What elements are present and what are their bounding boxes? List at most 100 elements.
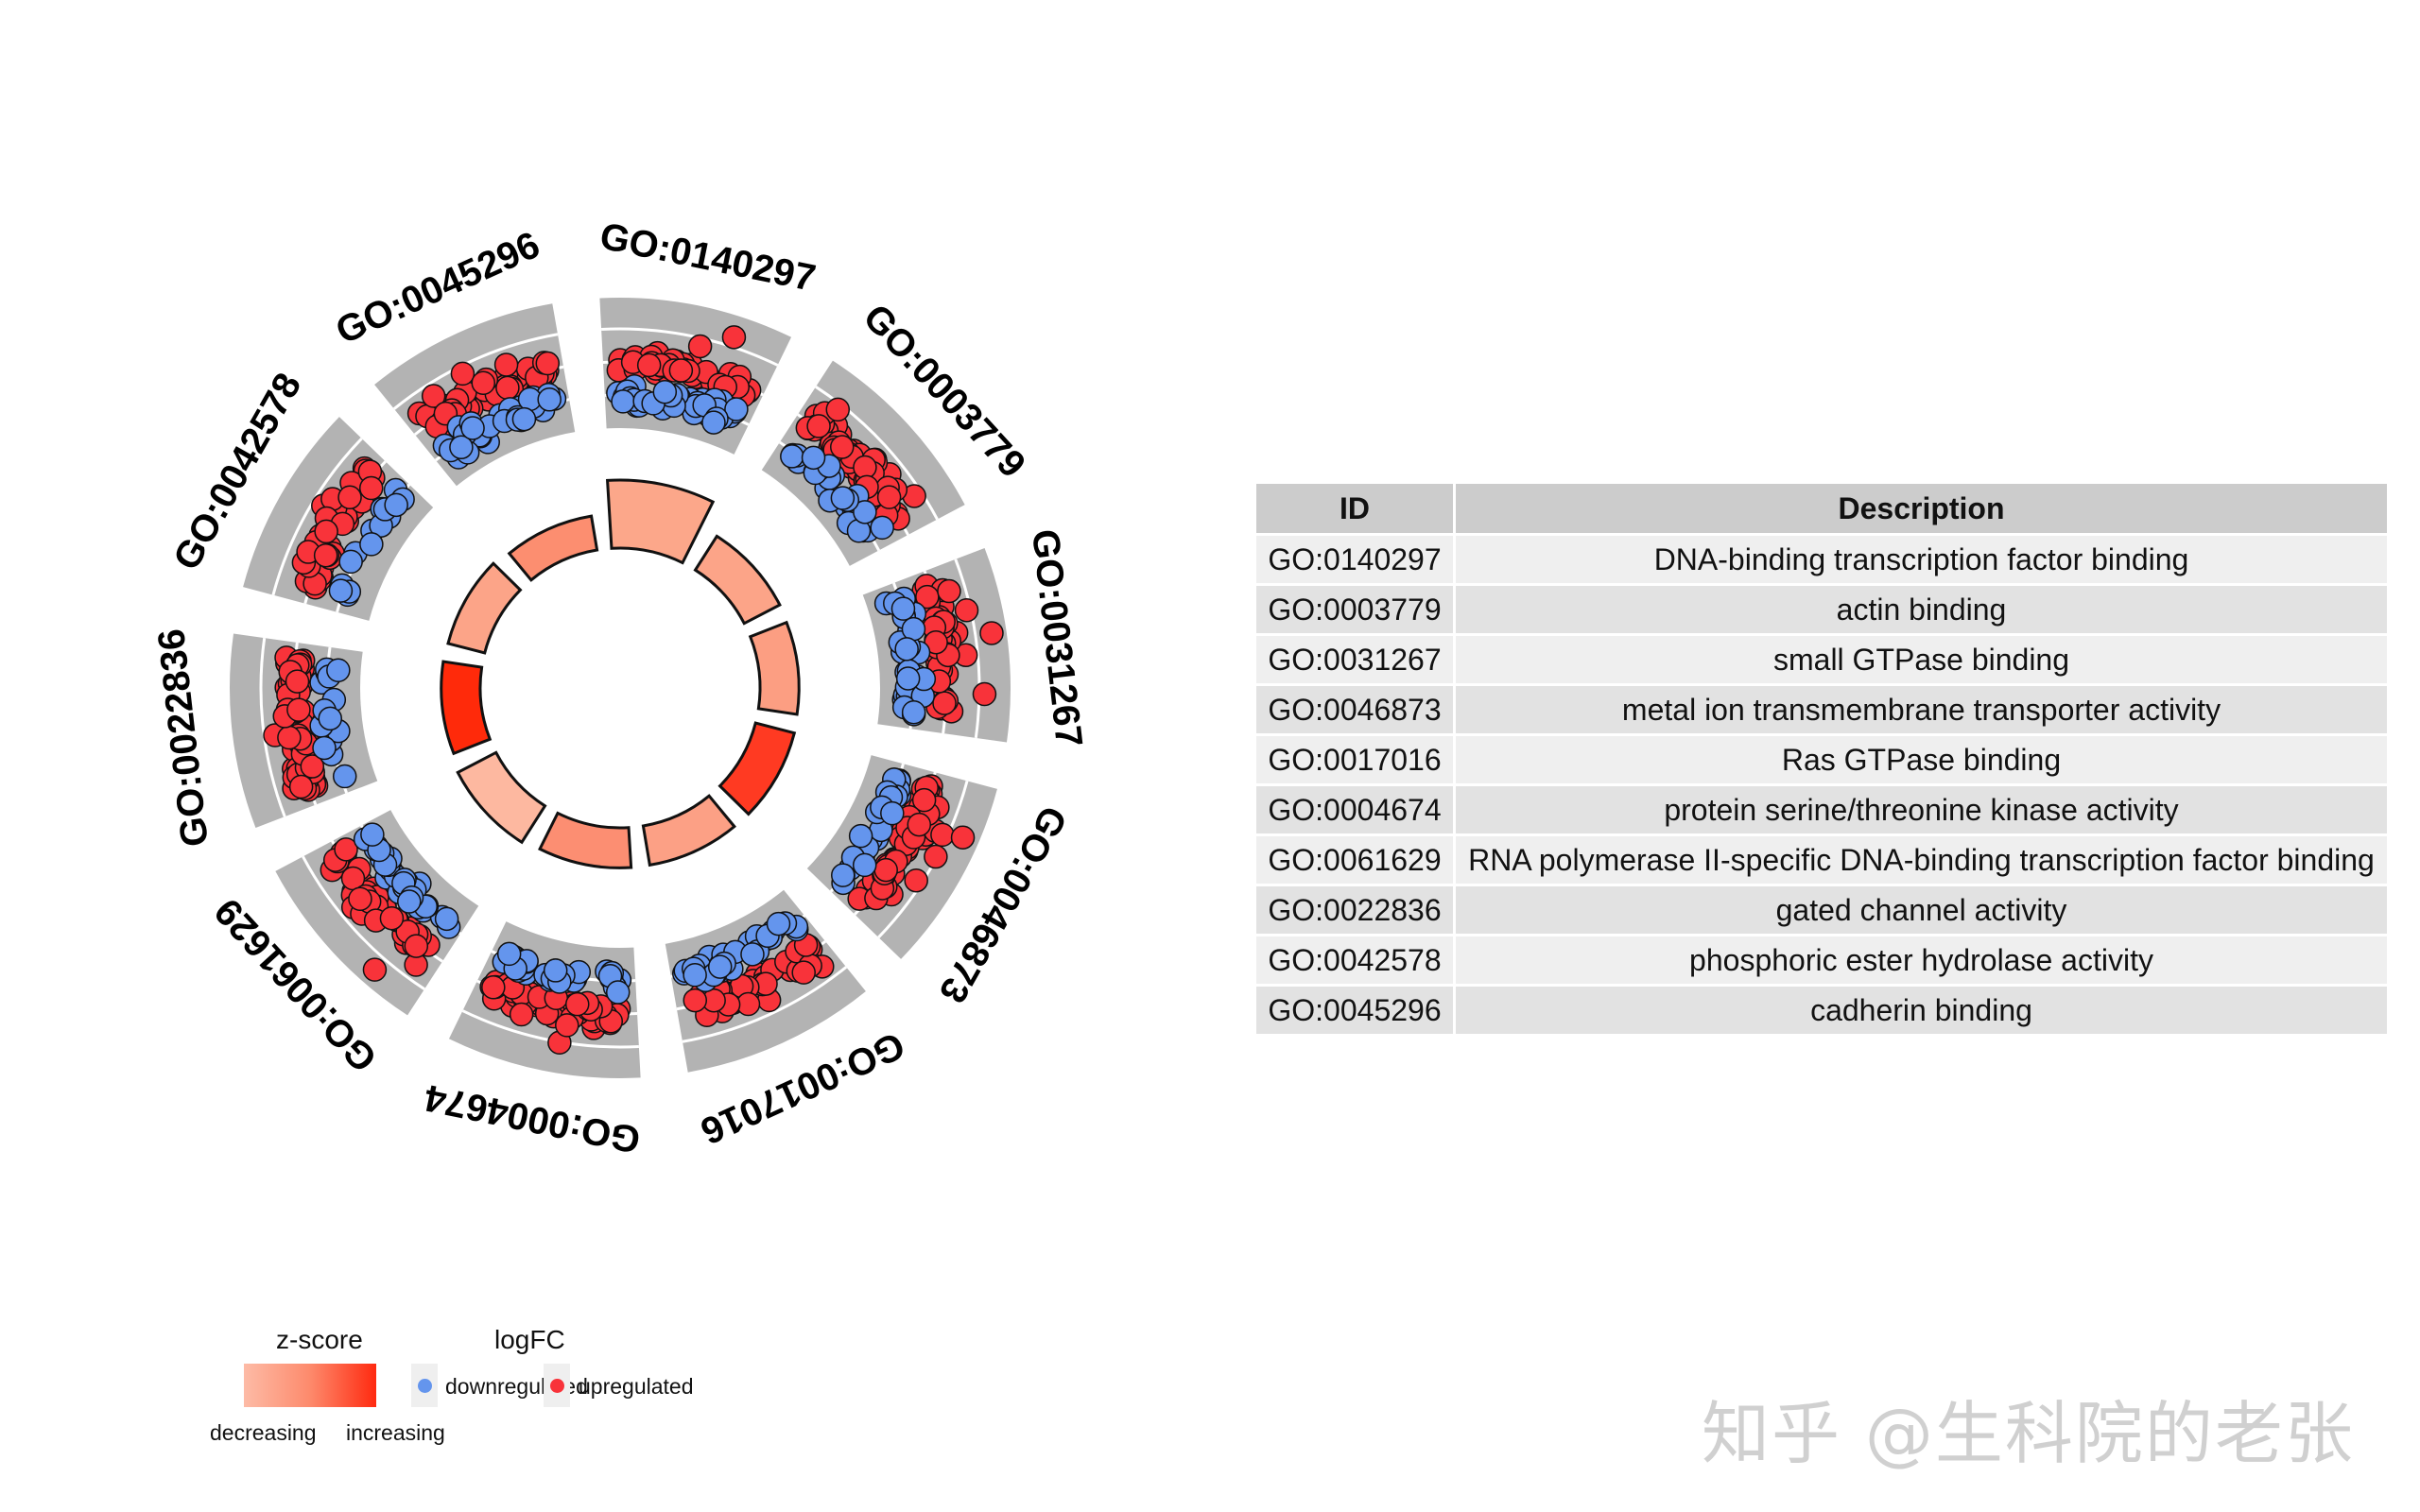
upregulated-gene-point bbox=[379, 905, 405, 931]
band-gridline bbox=[302, 855, 425, 990]
term-id-cell: GO:0045296 bbox=[1256, 987, 1453, 1034]
zscore-gradient-bar bbox=[244, 1364, 376, 1407]
upregulated-gene-point bbox=[937, 578, 961, 604]
downregulated-gene-point bbox=[332, 764, 357, 789]
zscore-low-label: decreasing bbox=[210, 1420, 317, 1445]
downregulated-gene-point bbox=[511, 406, 537, 432]
upregulated-gene-point bbox=[876, 485, 902, 509]
term-id-cell: GO:0004674 bbox=[1256, 786, 1453, 833]
band-gridline bbox=[392, 333, 559, 410]
upregulated-gene-point bbox=[285, 669, 310, 694]
term-id-cell: GO:0140297 bbox=[1256, 536, 1453, 583]
upregulated-gene-point bbox=[907, 812, 932, 837]
zscore-bar-GO:0031267 bbox=[748, 620, 801, 716]
upregulated-gene-point bbox=[687, 334, 713, 359]
table-row: GO:0045296 cadherin binding bbox=[1256, 987, 2387, 1034]
downregulated-gene-point bbox=[434, 906, 459, 932]
downregulated-gene-point bbox=[895, 666, 921, 691]
band-gridline bbox=[954, 558, 981, 739]
band-gridline bbox=[601, 327, 779, 367]
upregulated-gene-point bbox=[979, 621, 1004, 645]
term-description-cell: protein serine/threonine kinase activity bbox=[1456, 786, 2387, 833]
term-label: GO:0031267 bbox=[1024, 527, 1090, 749]
downregulated-gene-point bbox=[701, 410, 726, 435]
downregulated-gene-point bbox=[707, 954, 733, 979]
upregulated-gene-point bbox=[873, 857, 898, 883]
band-gridline bbox=[259, 637, 286, 817]
blue-dot-icon bbox=[418, 1379, 432, 1393]
term-id-cell: GO:0022836 bbox=[1256, 886, 1453, 934]
downregulated-gene-point bbox=[740, 942, 765, 967]
gene-points-GO:0042578 bbox=[291, 455, 415, 608]
term-description-cell: Ras GTPase binding bbox=[1456, 736, 2387, 783]
gene-points-GO:0046873 bbox=[831, 767, 976, 911]
downregulated-key bbox=[411, 1364, 438, 1407]
term-id-cell: GO:0003779 bbox=[1256, 586, 1453, 633]
upregulated-gene-point bbox=[493, 352, 519, 377]
upregulated-gene-point bbox=[924, 844, 948, 869]
downregulated-gene-point bbox=[460, 416, 485, 440]
term-id-cell: GO:0046873 bbox=[1256, 686, 1453, 733]
upregulated-gene-point bbox=[286, 697, 311, 722]
upregulated-gene-point bbox=[348, 886, 372, 911]
upregulated-gene-point bbox=[362, 957, 388, 982]
downregulated-gene-point bbox=[543, 958, 568, 983]
downregulated-gene-point bbox=[384, 492, 408, 518]
zscore-bar-GO:0022836 bbox=[440, 660, 493, 756]
upregulated-gene-point bbox=[358, 475, 384, 501]
downregulated-gene-point bbox=[780, 444, 804, 469]
downregulated-gene-point bbox=[870, 515, 894, 541]
downregulated-gene-point bbox=[537, 387, 562, 412]
upregulated-gene-point bbox=[471, 370, 496, 396]
downregulated-gene-point bbox=[683, 963, 707, 988]
upregulated-gene-point bbox=[565, 991, 590, 1017]
downregulated-gene-point bbox=[890, 596, 916, 621]
upregulated-gene-point bbox=[535, 351, 561, 376]
downregulated-gene-point bbox=[724, 397, 749, 421]
upregulated-gene-point bbox=[904, 868, 928, 893]
term-id-cell: GO:0017016 bbox=[1256, 736, 1453, 783]
term-description-cell: small GTPase binding bbox=[1456, 636, 2387, 683]
table-row: GO:0017016 Ras GTPase binding bbox=[1256, 736, 2387, 783]
term-description-cell: RNA polymerase II-specific DNA-binding t… bbox=[1456, 836, 2387, 884]
downregulated-gene-point bbox=[901, 616, 926, 642]
upregulated-gene-point bbox=[636, 352, 662, 378]
zscore-bar-GO:0140297 bbox=[605, 478, 716, 565]
zscore-bar-GO:0061629 bbox=[456, 750, 547, 845]
upregulated-gene-point bbox=[932, 691, 957, 715]
logfc-legend-title: logFC bbox=[494, 1325, 565, 1354]
term-description-cell: metal ion transmembrane transporter acti… bbox=[1456, 686, 2387, 733]
upregulated-gene-point bbox=[404, 934, 429, 958]
term-description-cell: phosphoric ester hydrolase activity bbox=[1456, 936, 2387, 984]
upregulated-gene-point bbox=[954, 597, 979, 623]
downregulated-gene-point bbox=[880, 800, 905, 826]
zscore-high-label: increasing bbox=[346, 1420, 445, 1445]
downregulated-gene-point bbox=[312, 735, 337, 761]
upregulated-gene-point bbox=[450, 361, 475, 387]
zscore-bar-GO:0003779 bbox=[693, 534, 782, 626]
watermark: 知乎 @生科院的老张 bbox=[1702, 1394, 2355, 1473]
downregulated-gene-point bbox=[326, 658, 351, 683]
gene-points-GO:0003779 bbox=[780, 397, 926, 543]
zscore-bar-GO:0004674 bbox=[538, 811, 633, 869]
gene-points-GO:0045296 bbox=[406, 351, 567, 470]
downregulated-gene-point bbox=[848, 823, 873, 849]
downregulated-gene-point bbox=[830, 486, 856, 510]
table-row: GO:0022836 gated channel activity bbox=[1256, 886, 2387, 934]
upregulated-gene-point bbox=[481, 975, 506, 1000]
zscore-bar-GO:0046873 bbox=[717, 721, 797, 816]
table-header-id: ID bbox=[1256, 484, 1453, 533]
table-row: GO:0004674 protein serine/threonine kinas… bbox=[1256, 786, 2387, 833]
gene-points-GO:0140297 bbox=[606, 325, 762, 435]
zscore-bar-GO:0045296 bbox=[507, 514, 599, 582]
term-id-cell: GO:0042578 bbox=[1256, 936, 1453, 984]
downregulated-gene-point bbox=[652, 379, 678, 404]
downregulated-gene-point bbox=[801, 445, 826, 471]
gene-points-GO:0022836 bbox=[263, 645, 357, 802]
band-gridline bbox=[815, 386, 939, 521]
upregulated-gene-point bbox=[334, 837, 358, 862]
downregulated-gene-point bbox=[359, 532, 384, 557]
upregulated-gene-point bbox=[314, 519, 338, 544]
downregulated-gene-point bbox=[449, 435, 474, 460]
upregulated-gene-point bbox=[791, 960, 816, 985]
